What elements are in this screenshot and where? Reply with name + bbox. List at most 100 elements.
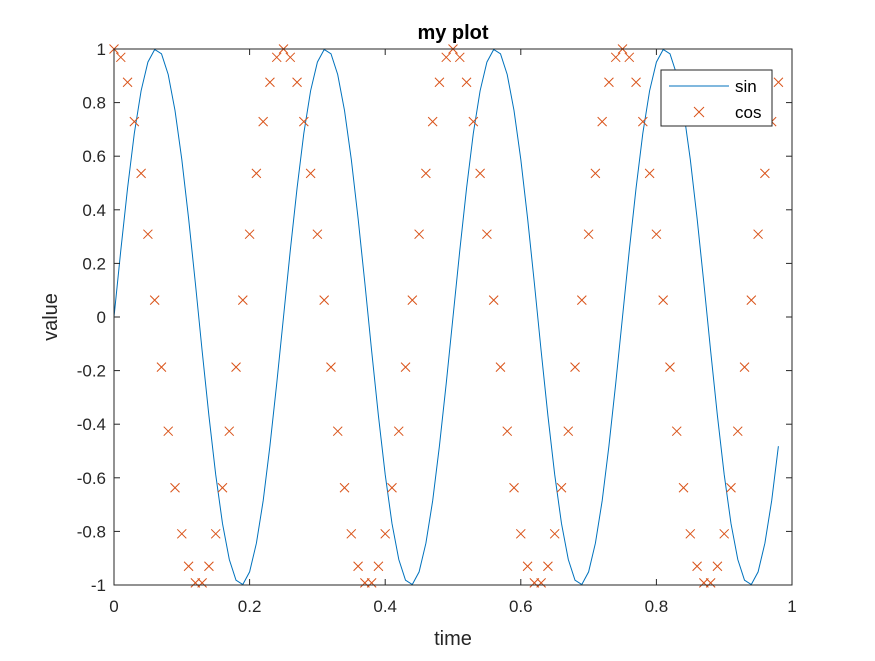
y-tick-label: 0.2	[82, 254, 106, 273]
series-cos-marker	[475, 168, 485, 179]
x-axis-label: time	[434, 628, 472, 650]
series-cos-marker	[509, 482, 519, 493]
series-cos-marker	[563, 426, 574, 437]
y-tick-label: -0.6	[77, 469, 106, 488]
series-cos-marker	[651, 229, 662, 240]
series-cos-marker	[658, 295, 669, 305]
legend: sin cos	[660, 69, 773, 127]
y-tick-label: 0	[97, 308, 106, 327]
series-cos-marker	[373, 561, 384, 572]
series-cos-marker	[265, 77, 275, 88]
series-cos-marker	[685, 528, 696, 539]
series-cos-marker	[678, 482, 689, 493]
series-cos-marker	[156, 362, 167, 372]
y-tick-label: 1	[97, 40, 106, 59]
series-cos-marker	[549, 528, 560, 539]
series-cos-marker	[495, 362, 506, 372]
series-cos-marker	[387, 482, 397, 493]
x-tick-label: 0	[109, 597, 118, 616]
series-cos-marker	[576, 295, 587, 305]
series-cos-marker	[434, 77, 445, 88]
series-cos-marker	[610, 52, 621, 63]
series-cos-marker	[319, 295, 330, 305]
y-tick-label: -0.2	[77, 362, 106, 381]
y-tick-label: -1	[91, 576, 106, 595]
series-cos-marker	[237, 295, 248, 305]
series-cos-marker	[482, 229, 492, 240]
series-cos-marker	[231, 362, 241, 372]
series-cos-marker	[631, 77, 641, 88]
series-cos-marker	[339, 482, 350, 493]
series-cos-marker	[753, 229, 763, 240]
series-cos-marker	[705, 578, 716, 588]
series-sin-line	[113, 48, 779, 586]
y-tick-label: -0.8	[77, 522, 106, 541]
series-cos-marker	[210, 528, 221, 539]
series-cos-marker	[366, 578, 377, 588]
x-tick-label: 0.8	[645, 597, 669, 616]
series-cos-marker	[176, 528, 187, 539]
series-cos-marker	[732, 426, 743, 437]
series-cos-marker	[353, 561, 363, 572]
series-cos-marker	[468, 116, 479, 127]
series-layer	[109, 44, 784, 588]
series-cos-marker	[285, 52, 296, 63]
series-cos-marker	[400, 362, 411, 372]
series-cos-marker	[292, 77, 302, 88]
series-cos-marker	[454, 52, 465, 63]
series-cos-marker	[414, 229, 424, 240]
series-cos-marker	[421, 168, 431, 179]
series-cos-marker	[122, 77, 133, 88]
chart-title: my plot	[417, 22, 488, 44]
x-tick-label: 0.6	[509, 597, 533, 616]
series-cos-marker	[143, 229, 153, 240]
series-cos-marker	[773, 77, 784, 88]
series-cos-marker	[136, 168, 146, 179]
series-cos-marker	[488, 295, 499, 305]
series-cos-marker	[217, 482, 228, 493]
series-cos-marker	[624, 52, 635, 63]
series-cos-marker	[170, 482, 180, 493]
series-cos-marker	[692, 561, 702, 572]
series-cos-marker	[360, 578, 370, 588]
series-cos-marker	[305, 168, 316, 179]
series-cos-marker	[590, 168, 601, 179]
legend-cos-swatch	[693, 106, 705, 118]
series-cos-marker	[604, 77, 614, 88]
legend-sin-label: sin	[735, 77, 757, 96]
ticks-layer: 0 0.2 0.4 0.6 0.8 1 -1 -0.8 -0.6 -0.4 -0.2 0 0.2 0.4 0…	[77, 40, 797, 616]
series-cos-marker	[536, 578, 546, 588]
series-cos-marker	[739, 362, 750, 372]
series-cos-marker	[129, 116, 140, 127]
series-cos-marker	[746, 295, 757, 305]
y-tick-label: 0.8	[82, 94, 106, 113]
series-cos-marker	[271, 52, 282, 63]
series-cos-marker	[149, 295, 160, 305]
series-cos-marker	[346, 528, 357, 539]
series-cos-marker	[760, 168, 770, 179]
series-cos-marker	[712, 561, 723, 572]
series-cos-marker	[258, 116, 269, 127]
series-cos-marker	[224, 426, 235, 437]
y-axis-label: value	[40, 293, 62, 341]
series-cos-marker	[298, 116, 309, 127]
legend-box	[660, 69, 773, 127]
series-cos-marker	[244, 229, 255, 240]
series-cos-marker	[407, 295, 418, 305]
series-cos-marker	[502, 426, 513, 437]
series-cos-marker	[726, 482, 736, 493]
series-cos-marker	[556, 482, 567, 493]
y-tick-label: 0.6	[82, 147, 106, 166]
series-cos-marker	[312, 229, 323, 240]
series-cos-marker	[665, 362, 675, 372]
series-cos-marker	[461, 77, 472, 88]
series-cos-marker	[204, 561, 214, 572]
series-cos-marker	[515, 528, 526, 539]
series-cos-marker	[522, 561, 533, 572]
series-cos-marker	[190, 578, 201, 588]
series-cos-marker	[427, 116, 438, 127]
series-cos-marker	[543, 561, 553, 572]
y-tick-label: 0.4	[82, 201, 106, 220]
